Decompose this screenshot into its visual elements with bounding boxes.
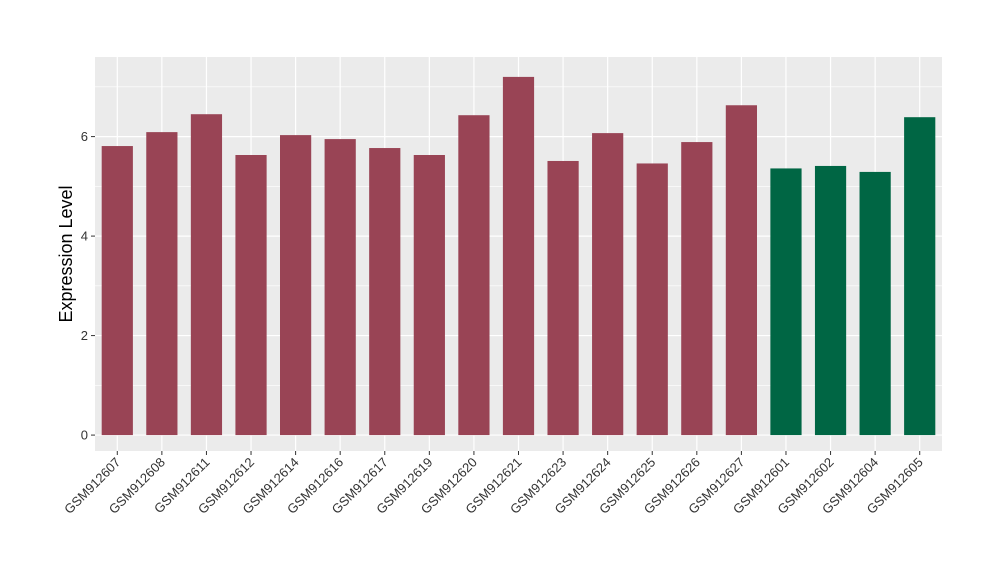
bar-GSM912625 — [636, 163, 668, 436]
bar-GSM912602 — [814, 165, 847, 436]
bar-GSM912624 — [592, 133, 624, 436]
bar-GSM912604 — [859, 171, 891, 436]
bar-GSM912620 — [458, 115, 490, 436]
bar-GSM912601 — [770, 168, 802, 436]
bar-GSM912611 — [190, 114, 223, 436]
bar-GSM912623 — [547, 160, 579, 436]
bar-GSM912614 — [280, 135, 312, 436]
y-axis: 0 2 4 6 — [81, 129, 95, 443]
y-tick-label: 0 — [81, 428, 88, 443]
y-tick-label: 2 — [81, 328, 88, 343]
bar-GSM912608 — [146, 132, 178, 436]
y-tick-label: 4 — [81, 229, 88, 244]
y-tick-label: 6 — [81, 129, 88, 144]
bar-GSM912617 — [369, 148, 401, 436]
bars — [101, 76, 936, 436]
bar-GSM912627 — [725, 105, 757, 436]
bar-GSM912619 — [413, 155, 445, 436]
bar-GSM912607 — [101, 146, 133, 436]
bar-GSM912616 — [324, 139, 356, 436]
bar-GSM912626 — [681, 142, 713, 436]
x-axis: GSM912607GSM912608GSM912611GSM912612GSM9… — [61, 451, 926, 517]
bar-GSM912605 — [904, 117, 936, 436]
bar-GSM912612 — [235, 155, 267, 436]
bar-GSM912621 — [502, 76, 535, 436]
y-axis-title: Expression Level — [56, 185, 76, 322]
